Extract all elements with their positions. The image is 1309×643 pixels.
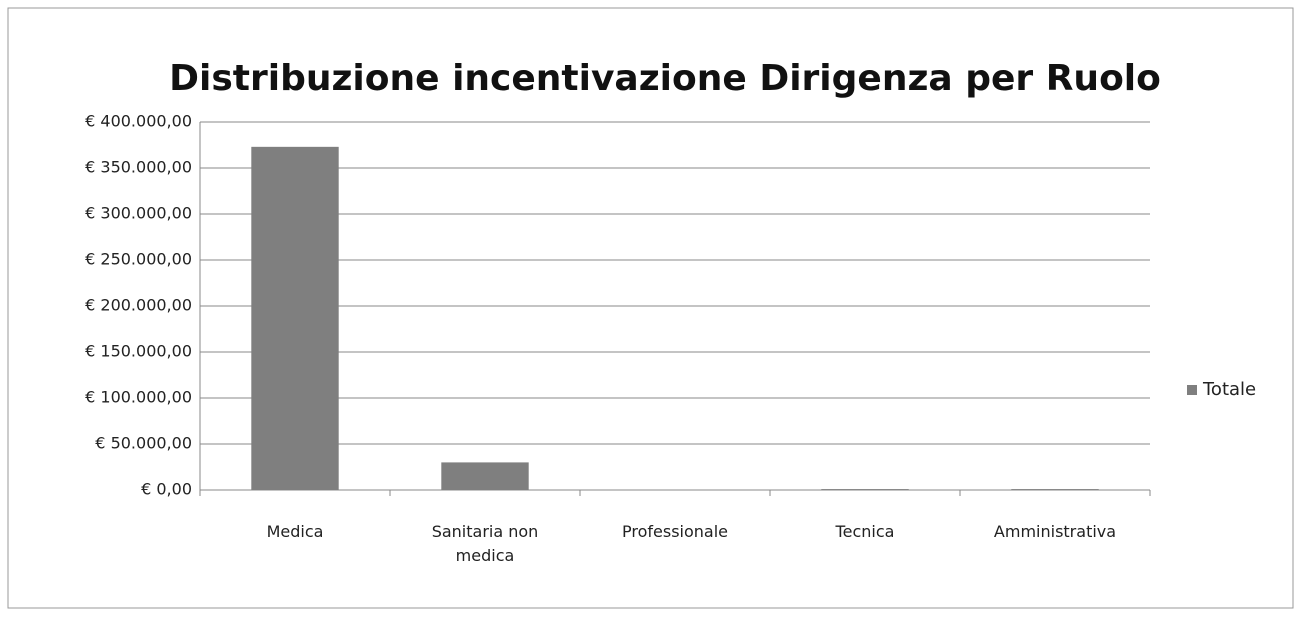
- y-tick-label: € 200.000,00: [85, 296, 192, 315]
- x-tick-label: Amministrativa: [993, 522, 1117, 541]
- legend-label: Totale: [1202, 379, 1256, 400]
- y-tick-label: € 300.000,00: [85, 204, 192, 223]
- y-tick-label: € 50.000,00: [95, 434, 192, 453]
- bar: [1011, 489, 1099, 490]
- bar: [821, 489, 909, 490]
- x-tick-label: Medica: [266, 522, 324, 541]
- y-tick-label: € 0,00: [141, 480, 192, 499]
- y-tick-label: € 350.000,00: [85, 158, 192, 177]
- x-tick-label: Tecnica: [835, 522, 895, 541]
- y-tick-label: € 250.000,00: [85, 250, 192, 269]
- y-tick-label: € 100.000,00: [85, 388, 192, 407]
- bar: [441, 462, 529, 490]
- y-tick-label: € 150.000,00: [85, 342, 192, 361]
- bar: [251, 146, 339, 490]
- legend-swatch: [1187, 385, 1197, 395]
- x-tick-label: Sanitaria non medica: [431, 522, 539, 565]
- chart-title: Distribuzione incentivazione Dirigenza p…: [169, 58, 1161, 99]
- x-tick-label: Professionale: [622, 522, 728, 541]
- y-tick-label: € 400.000,00: [85, 112, 192, 131]
- chart-frame: [7, 7, 1294, 609]
